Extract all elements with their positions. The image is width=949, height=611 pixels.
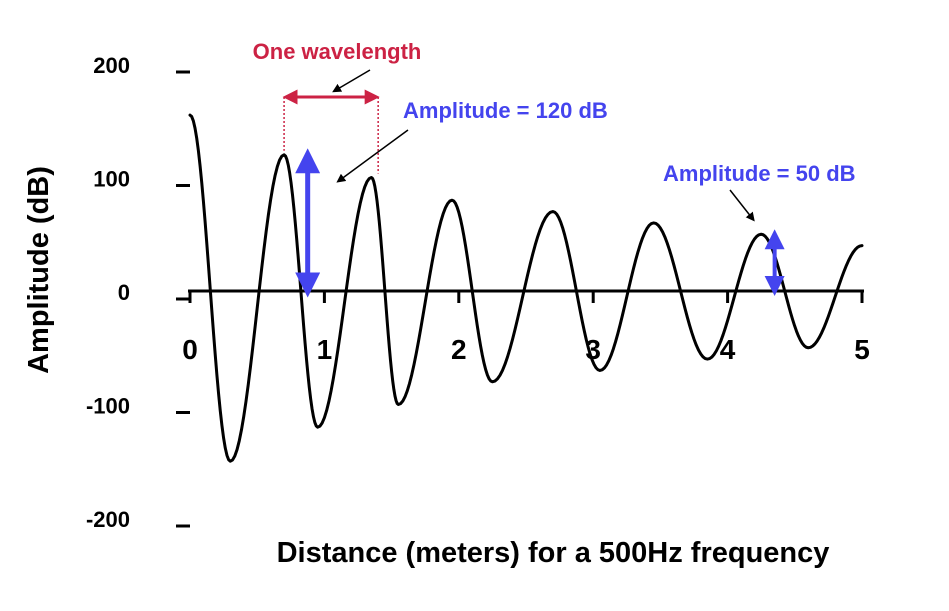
amplitude-120-pointer	[336, 129, 409, 183]
x-tick-label: 3	[585, 334, 601, 365]
x-tick-label: 1	[317, 334, 333, 365]
y-ticks: 200 100 0 -100 -200	[86, 53, 190, 532]
y-tick-label: -100	[86, 394, 130, 419]
y-tick-label: -200	[86, 507, 130, 532]
x-axis-title: Distance (meters) for a 500Hz frequency	[277, 537, 830, 569]
annotation-layer: One wavelength Amplitude = 120 dB Amplitud…	[253, 39, 856, 298]
amplitude-120-label: Amplitude = 120 dB	[403, 98, 608, 123]
y-axis-title: Amplitude (dB)	[23, 166, 55, 374]
y-tick-label: 200	[93, 53, 130, 78]
x-tick-label: 5	[854, 334, 870, 365]
wavelength-label: One wavelength	[253, 39, 422, 64]
x-tick-label: 2	[451, 334, 467, 365]
amplitude-50-pointer	[729, 189, 755, 222]
amplitude-50-label: Amplitude = 50 dB	[663, 161, 856, 186]
y-tick-label: 100	[93, 167, 130, 192]
x-tick-label: 0	[182, 334, 198, 365]
y-tick-label: 0	[118, 280, 130, 305]
x-ticks: 0 1 2 3 4 5	[182, 291, 870, 365]
x-tick-label: 4	[720, 334, 736, 365]
wavelength-pointer	[332, 69, 371, 93]
